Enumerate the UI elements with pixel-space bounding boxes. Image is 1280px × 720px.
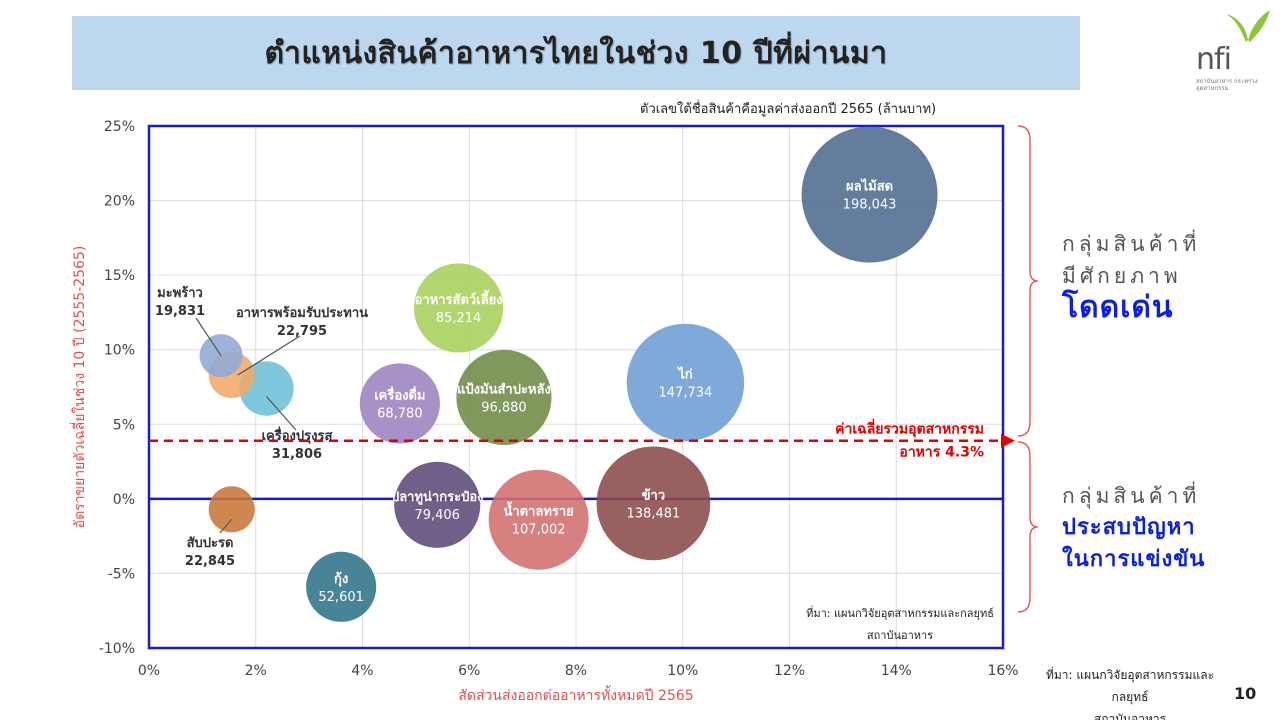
bubble-value: 147,734 <box>659 386 713 401</box>
callout-value: 19,831 <box>155 304 205 319</box>
bottom-group-line1: กลุ่มสินค้าที่ <box>1062 484 1201 508</box>
bubble-value: 68,780 <box>377 406 423 421</box>
y-axis-label: อัตราขยายตัวเฉลี่ยในช่วง 10 ปี (2555-256… <box>70 246 88 529</box>
x-tick-label: 6% <box>458 663 480 679</box>
bubble-label: น้ำตาลทราย <box>503 501 573 520</box>
callout-value: 22,795 <box>277 324 327 339</box>
bubble-label: ข้าว <box>642 487 666 503</box>
source-inside-line2: สถาบันอาหาร <box>866 629 934 642</box>
source-inside: ที่มา: แผนกวิจัยอุตสาหกรรมและกลยุทธ์ สถา… <box>800 603 1000 647</box>
source-bottom: ที่มา: แผนกวิจัยอุตสาหกรรมและกลยุทธ์ สถา… <box>1040 664 1220 720</box>
callout-label: สับปะรด <box>187 536 234 551</box>
x-tick-label: 2% <box>245 663 267 679</box>
bottom-group-line2: ประสบปัญหา <box>1062 515 1196 540</box>
bubble-value: 198,043 <box>843 198 897 213</box>
top-group-brace <box>1017 125 1039 437</box>
callout-line <box>219 518 233 534</box>
bubble-label: ไก่ <box>676 366 693 383</box>
bubble-label: อาหารสัตว์เลี้ยง <box>415 289 503 308</box>
bubble-label: แป้งมันสำปะหลัง <box>457 381 551 397</box>
callout-value: 31,806 <box>272 447 322 462</box>
logo-subtext: สถาบันอาหาร กระทรวงอุตสาหกรรม <box>1196 78 1258 92</box>
x-axis-label: สัดส่วนส่งออกต่ออาหารทั้งหมดปี 2565 <box>458 685 693 704</box>
y-tick-label: 20% <box>104 194 135 210</box>
bubble-value: 96,880 <box>481 400 527 415</box>
source-inside-line1: ที่มา: แผนกวิจัยอุตสาหกรรมและกลยุทธ์ <box>806 607 994 620</box>
x-tick-label: 14% <box>881 663 912 679</box>
y-tick-label: 5% <box>113 417 135 433</box>
source-bottom-line2: สถาบันอาหาร <box>1093 712 1167 720</box>
leaf-logo-icon <box>1226 10 1270 42</box>
x-tick-label: 0% <box>138 663 160 679</box>
bubble <box>488 469 589 570</box>
reference-label-line1: ค่าเฉลี่ยรวมอุตสาหกรรม <box>835 419 984 438</box>
bottom-group-label: กลุ่มสินค้าที่ ประสบปัญหา ในการแข่งขัน <box>1062 480 1205 576</box>
bubble <box>208 486 255 533</box>
bubble-value: 52,601 <box>318 590 364 605</box>
x-tick-label: 16% <box>987 663 1018 679</box>
reference-arrow <box>1001 433 1015 448</box>
bubble <box>306 551 377 622</box>
bottom-group-brace <box>1017 441 1039 613</box>
callout-line <box>237 335 301 376</box>
y-tick-label: 15% <box>104 268 135 284</box>
page-number: 10 <box>1234 684 1257 703</box>
chart-note: ตัวเลขใต้ชื่อสินค้าคือมูลค่าส่งออกปี 256… <box>640 102 937 117</box>
plot-frame <box>147 124 1005 650</box>
bubble-value: 85,214 <box>436 311 482 326</box>
x-tick-label: 8% <box>565 663 587 679</box>
x-tick-label: 12% <box>774 663 805 679</box>
bubble-label: กุ้ง <box>334 571 348 587</box>
reference-label-line2: อาหาร 4.3% <box>899 445 984 461</box>
top-group-line1: กลุ่มสินค้าที่ <box>1062 232 1201 256</box>
y-tick-label: 25% <box>104 119 135 135</box>
logo-text: nfi <box>1196 42 1232 77</box>
bubble <box>801 126 938 263</box>
top-group-line3: โดดเด่น <box>1062 290 1174 325</box>
callout-label: อาหารพร้อมรับประทาน <box>236 305 368 321</box>
callout-value: 22,845 <box>185 554 235 569</box>
title-banner: ตำแหน่งสินค้าอาหารไทยในช่วง 10 ปีที่ผ่าน… <box>72 16 1080 90</box>
source-bottom-line1: ที่มา: แผนกวิจัยอุตสาหกรรมและกลยุทธ์ <box>1045 668 1215 704</box>
callout-label: มะพร้าว <box>157 285 203 301</box>
top-group-label: กลุ่มสินค้าที่ มีศักยภาพ โดดเด่น <box>1062 228 1200 324</box>
bubble-value: 107,002 <box>512 523 566 538</box>
bubble-label: ผลไม้สด <box>846 178 893 195</box>
callout-line <box>195 317 222 357</box>
bubble-value: 138,481 <box>627 506 681 521</box>
callout-line <box>265 396 297 431</box>
bubble <box>394 461 481 548</box>
x-tick-label: 10% <box>667 663 698 679</box>
bubble <box>413 263 504 353</box>
bubble-label: ปลาทูน่ากระป๋อง <box>391 489 484 505</box>
bubble-value: 79,406 <box>414 508 460 523</box>
y-tick-label: 10% <box>104 343 135 359</box>
bubble <box>596 446 711 561</box>
y-tick-label: -5% <box>108 566 135 582</box>
y-tick-label: -10% <box>99 641 135 657</box>
top-group-line2: มีศักยภาพ <box>1062 264 1182 288</box>
page-title: ตำแหน่งสินค้าอาหารไทยในช่วง 10 ปีที่ผ่าน… <box>264 35 888 71</box>
bubble <box>359 363 440 444</box>
y-tick-label: 0% <box>113 492 135 508</box>
x-tick-label: 4% <box>351 663 373 679</box>
bubble <box>626 323 745 442</box>
bottom-group-line3: ในการแข่งขัน <box>1062 547 1206 572</box>
bubble <box>456 349 552 446</box>
bubble-label: เครื่องดื่ม <box>374 385 425 403</box>
